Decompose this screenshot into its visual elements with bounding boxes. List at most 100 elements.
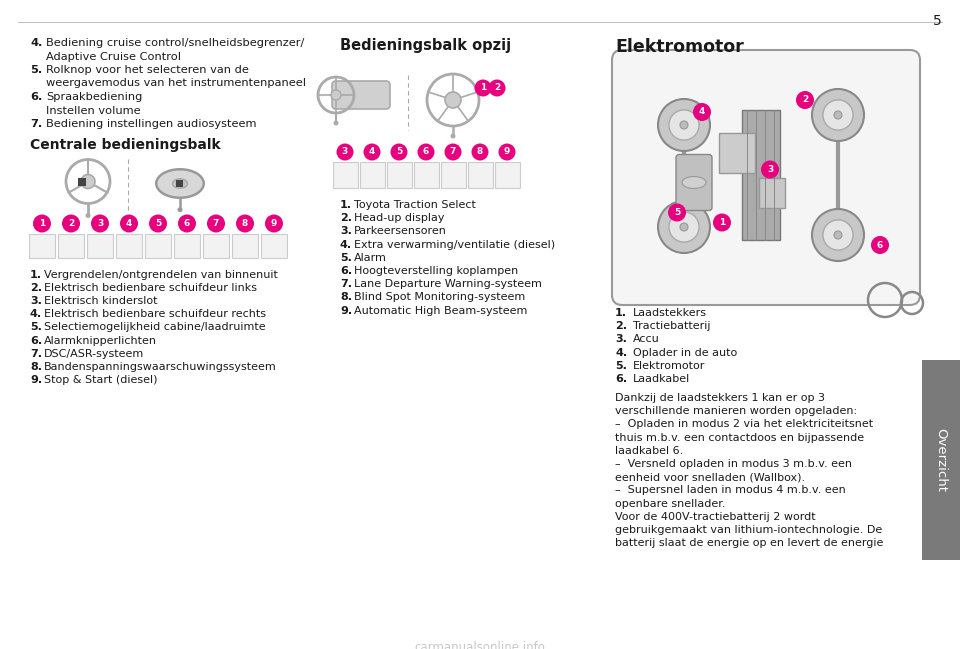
Text: Vergrendelen/ontgrendelen van binnenuit: Vergrendelen/ontgrendelen van binnenuit	[44, 269, 277, 280]
Text: 4: 4	[699, 108, 706, 117]
Text: 6.: 6.	[30, 336, 42, 345]
Circle shape	[236, 215, 254, 232]
Circle shape	[668, 204, 686, 221]
FancyBboxPatch shape	[414, 162, 439, 188]
Text: Voor de 400V-tractiebatterij 2 wordt: Voor de 400V-tractiebatterij 2 wordt	[615, 512, 816, 522]
Text: 4.: 4.	[30, 38, 42, 48]
Circle shape	[812, 209, 864, 261]
Text: 4.: 4.	[340, 239, 352, 250]
Text: Oplader in de auto: Oplader in de auto	[633, 348, 737, 358]
Text: Elektrisch bedienbare schuifdeur rechts: Elektrisch bedienbare schuifdeur rechts	[44, 309, 266, 319]
Bar	[78, 177, 86, 186]
Text: 3: 3	[97, 219, 103, 228]
Circle shape	[489, 79, 506, 97]
FancyBboxPatch shape	[495, 162, 520, 188]
Circle shape	[834, 231, 842, 239]
Text: Automatic High Beam-systeem: Automatic High Beam-systeem	[354, 306, 527, 315]
Circle shape	[823, 220, 853, 250]
Text: Bedieningsbalk opzij: Bedieningsbalk opzij	[340, 38, 511, 53]
Text: 3.: 3.	[340, 227, 352, 236]
Circle shape	[337, 143, 353, 160]
Text: –  Opladen in modus 2 via het elektriciteitsnet: – Opladen in modus 2 via het elektricite…	[615, 419, 874, 430]
Text: 4.: 4.	[30, 309, 42, 319]
Text: 7.: 7.	[340, 279, 352, 289]
Circle shape	[207, 215, 225, 232]
Text: 2.: 2.	[340, 214, 352, 223]
FancyBboxPatch shape	[759, 177, 785, 208]
Text: 2: 2	[802, 95, 808, 104]
Circle shape	[33, 215, 51, 232]
Circle shape	[178, 215, 196, 232]
Text: carmanualsonline.info: carmanualsonline.info	[415, 641, 545, 649]
FancyBboxPatch shape	[360, 162, 385, 188]
FancyBboxPatch shape	[174, 234, 200, 258]
Text: 5: 5	[155, 219, 161, 228]
Text: weergavemodus van het instrumentenpaneel: weergavemodus van het instrumentenpaneel	[46, 79, 306, 88]
Bar	[176, 180, 183, 187]
Text: 6.: 6.	[30, 92, 42, 102]
Circle shape	[713, 214, 731, 232]
Circle shape	[471, 143, 489, 160]
Circle shape	[364, 143, 380, 160]
Text: 7.: 7.	[30, 119, 42, 129]
Text: Toyota Traction Select: Toyota Traction Select	[354, 200, 476, 210]
Text: Head-up display: Head-up display	[354, 214, 444, 223]
Circle shape	[178, 207, 182, 212]
Circle shape	[680, 121, 688, 129]
Ellipse shape	[156, 169, 204, 198]
Ellipse shape	[173, 178, 187, 188]
FancyBboxPatch shape	[468, 162, 493, 188]
Text: 5.: 5.	[30, 65, 42, 75]
Text: 5: 5	[933, 14, 942, 28]
Text: Parkeersensoren: Parkeersensoren	[354, 227, 446, 236]
Text: 6: 6	[184, 219, 190, 228]
Text: 7.: 7.	[30, 349, 42, 359]
Circle shape	[265, 215, 283, 232]
Text: 8.: 8.	[340, 293, 352, 302]
Text: Centrale bedieningsbalk: Centrale bedieningsbalk	[30, 138, 221, 151]
Circle shape	[669, 110, 699, 140]
FancyBboxPatch shape	[333, 162, 358, 188]
Circle shape	[693, 103, 711, 121]
Text: Dankzij de laadstekkers 1 kan er op 3: Dankzij de laadstekkers 1 kan er op 3	[615, 393, 825, 403]
Text: 8: 8	[242, 219, 248, 228]
Text: 5: 5	[396, 147, 402, 156]
Text: 4: 4	[126, 219, 132, 228]
FancyBboxPatch shape	[676, 154, 712, 210]
Text: Elektrisch kinderslot: Elektrisch kinderslot	[44, 296, 157, 306]
Text: 8: 8	[477, 147, 483, 156]
Circle shape	[333, 121, 339, 125]
Text: 5.: 5.	[340, 253, 352, 263]
Text: Stop & Start (diesel): Stop & Start (diesel)	[44, 375, 157, 385]
Circle shape	[658, 99, 710, 151]
Bar	[922, 360, 960, 560]
Text: Selectiemogelijkheid cabine/laadruimte: Selectiemogelijkheid cabine/laadruimte	[44, 323, 266, 332]
Text: Laadkabel: Laadkabel	[633, 374, 690, 384]
Text: verschillende manieren worden opgeladen:: verschillende manieren worden opgeladen:	[615, 406, 857, 416]
Text: 9.: 9.	[340, 306, 352, 315]
Text: 7: 7	[213, 219, 219, 228]
Text: Bediening cruise control/snelheidsbegrenzer/: Bediening cruise control/snelheidsbegren…	[46, 38, 304, 48]
Text: gebruikgemaakt van lithium-iontechnologie. De: gebruikgemaakt van lithium-iontechnologi…	[615, 525, 882, 535]
Text: Laadstekkers: Laadstekkers	[633, 308, 707, 318]
Text: Lane Departure Warning-systeem: Lane Departure Warning-systeem	[354, 279, 541, 289]
Circle shape	[871, 236, 889, 254]
Text: Instellen volume: Instellen volume	[46, 106, 140, 116]
FancyBboxPatch shape	[58, 234, 84, 258]
Text: 3: 3	[767, 165, 773, 174]
Circle shape	[823, 100, 853, 130]
Text: Extra verwarming/ventilatie (diesel): Extra verwarming/ventilatie (diesel)	[354, 239, 555, 250]
Circle shape	[81, 175, 95, 188]
Text: eenheid voor snelladen (Wallbox).: eenheid voor snelladen (Wallbox).	[615, 472, 805, 482]
Text: 1: 1	[38, 219, 45, 228]
Circle shape	[658, 201, 710, 253]
FancyBboxPatch shape	[612, 50, 920, 305]
FancyBboxPatch shape	[332, 81, 390, 109]
Circle shape	[445, 92, 461, 108]
Text: 1.: 1.	[615, 308, 627, 318]
Text: 6.: 6.	[340, 266, 352, 276]
FancyBboxPatch shape	[441, 162, 466, 188]
Text: 9: 9	[504, 147, 510, 156]
Text: Rolknop voor het selecteren van de: Rolknop voor het selecteren van de	[46, 65, 249, 75]
Text: 2: 2	[68, 219, 74, 228]
